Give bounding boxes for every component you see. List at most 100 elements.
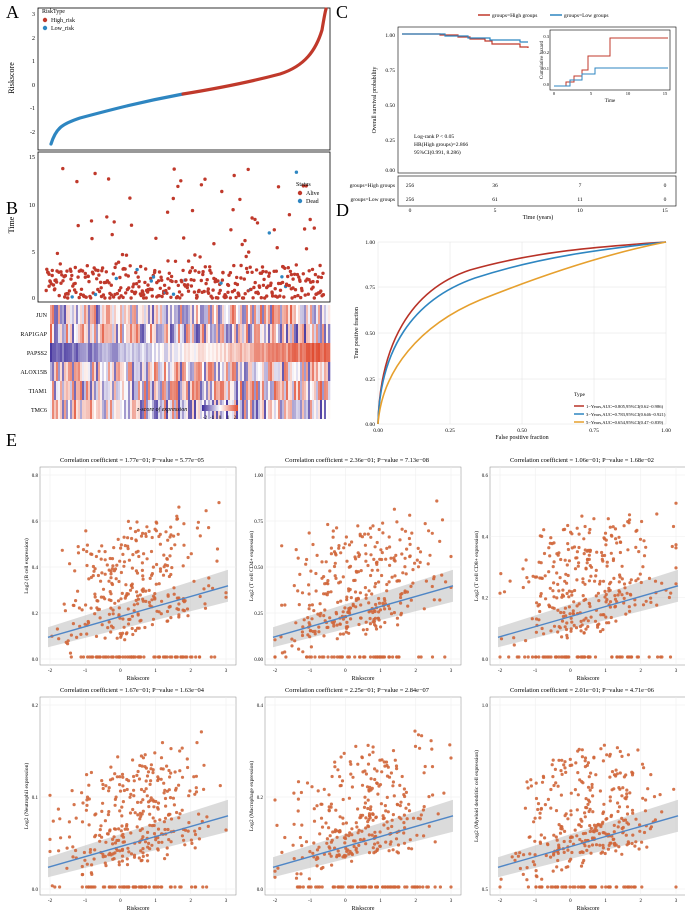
heatmap-cell <box>278 343 281 362</box>
scatter-point <box>194 774 198 778</box>
survival-dot-alive <box>89 296 93 300</box>
scatter-point <box>638 572 642 576</box>
survival-dot-alive <box>304 247 309 251</box>
scatter-point <box>167 768 171 773</box>
scatter-point <box>600 850 605 854</box>
scatter-point <box>525 780 529 784</box>
scatter-point <box>51 819 55 823</box>
km-stat: 95%CI(0.991, 8.286) <box>414 149 461 156</box>
km-ylabel: Overall survival probability <box>372 67 378 134</box>
heatmap-cell <box>192 343 195 362</box>
heatmap-cell <box>80 362 83 381</box>
scatter-point <box>643 809 648 813</box>
scatter-point <box>399 817 403 821</box>
heatmap-cell <box>266 343 269 362</box>
survival-dot-alive <box>80 269 85 273</box>
heatmap-cell <box>242 362 245 381</box>
scatter-point <box>154 885 158 889</box>
scatter-point <box>411 568 415 572</box>
scatter-point <box>612 576 616 581</box>
scatter-point <box>120 814 124 818</box>
heatmap-cell <box>72 381 75 400</box>
survival-dot-alive <box>91 272 95 276</box>
scatter-point <box>344 630 348 634</box>
heatmap-cell <box>322 324 325 343</box>
scatter-point <box>199 730 203 734</box>
heatmap-cell <box>190 381 193 400</box>
scatter-point <box>561 655 565 659</box>
heatmap-cell <box>140 381 143 400</box>
scatter-point <box>557 758 561 762</box>
scatter-point <box>376 568 380 572</box>
scatter-point <box>159 885 163 889</box>
scatter-point <box>640 519 644 524</box>
heatmap-cell <box>198 324 201 343</box>
heatmap-cell <box>178 343 181 362</box>
scatter-point <box>103 636 107 640</box>
scatter-point <box>169 747 173 751</box>
heatmap-cell <box>82 305 85 324</box>
scatter-point <box>178 885 182 889</box>
scatter-point <box>144 766 148 770</box>
scatter-ytick: 1.00 <box>254 474 263 479</box>
heatmap-cell <box>260 324 263 343</box>
risk-table-frame <box>397 175 677 207</box>
scatter-point <box>594 568 598 573</box>
survival-dot-alive <box>166 277 170 281</box>
scatter-point <box>394 837 399 841</box>
survival-dot-alive <box>73 265 78 270</box>
scatter-point <box>195 741 199 745</box>
heatmap-cell <box>84 400 87 419</box>
scatter-point <box>363 795 367 799</box>
heatmap-cell <box>134 343 137 362</box>
scatter-point <box>84 603 88 607</box>
scatter-point <box>360 885 364 889</box>
heatmap-cell <box>290 305 293 324</box>
scatter-point <box>378 830 382 834</box>
scatter-point <box>111 608 115 612</box>
heatmap-cell <box>184 305 187 324</box>
scatter-point <box>283 835 287 840</box>
heatmap-cell <box>248 381 251 400</box>
scatter-point <box>213 655 217 659</box>
survival-dot-alive <box>104 270 109 274</box>
scatter-point <box>558 831 563 835</box>
heatmap-cell <box>154 362 157 381</box>
scatter-point <box>80 820 85 824</box>
scatter-point <box>348 587 352 592</box>
scatter-point <box>322 614 326 618</box>
scatter-point <box>356 885 360 889</box>
scatter-point <box>357 828 361 832</box>
scatter-point <box>136 602 140 606</box>
heatmap-cell <box>202 324 205 343</box>
scatter-point <box>122 535 126 539</box>
heatmap-cell <box>68 381 71 400</box>
heatmap-cell <box>296 324 299 343</box>
heatmap-cell <box>72 305 75 324</box>
heatmap-cell <box>230 305 233 324</box>
heatmap-cell <box>260 381 263 400</box>
scatter-point <box>549 806 553 810</box>
heatmap-cell <box>146 381 149 400</box>
heatmap-cell <box>230 381 233 400</box>
scatter-point <box>119 543 123 547</box>
scatter-point <box>358 591 362 595</box>
heatmap-cell <box>126 343 129 362</box>
survival-dot-alive <box>199 183 204 187</box>
scatter-xtick: -1 <box>308 899 313 904</box>
scatter-point <box>400 592 404 596</box>
heatmap-cell <box>196 305 199 324</box>
heatmap-cell <box>316 400 319 419</box>
heatmap-cell <box>244 381 247 400</box>
scatter-point <box>345 849 349 854</box>
scatter-point <box>625 843 629 847</box>
scatter-point <box>579 864 584 868</box>
scatter-point <box>618 655 623 659</box>
survival-dot-alive <box>109 283 114 287</box>
scatter-point <box>356 596 360 600</box>
scatter-point <box>538 816 542 820</box>
scatter-point <box>194 790 199 794</box>
scatter-point <box>158 569 163 573</box>
survival-dot-alive <box>220 278 225 282</box>
scatter-point <box>386 810 390 814</box>
